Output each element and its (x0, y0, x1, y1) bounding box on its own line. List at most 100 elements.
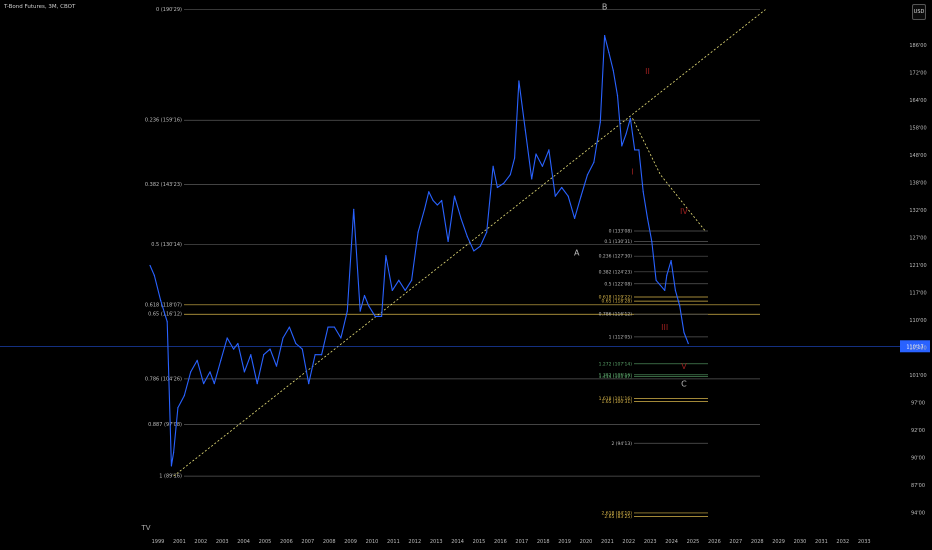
y-tick-label: 148'00 (909, 153, 926, 159)
price-point (385, 255, 387, 257)
price-point (404, 289, 406, 291)
x-tick-label: 2021 (601, 539, 614, 545)
wave-label-IV: IV (680, 207, 688, 216)
x-tick-label: 2030 (794, 539, 807, 545)
x-tick-label: 2031 (815, 539, 828, 545)
price-point (428, 191, 430, 193)
price-point (513, 157, 516, 159)
x-tick-label: 2023 (644, 539, 657, 545)
y-tick-label: 138'00 (909, 181, 926, 187)
x-tick-label: 2032 (836, 539, 849, 545)
fib-left-label: 0.5 (130'14) (151, 242, 182, 248)
price-point (314, 354, 316, 356)
price-point (237, 342, 239, 345)
price-point (190, 371, 192, 373)
y-tick-label: 186'00 (909, 43, 926, 49)
price-point (642, 191, 644, 193)
price-point (203, 383, 205, 385)
price-point (646, 217, 649, 219)
x-tick-label: 2003 (216, 539, 229, 545)
fib-right-label: 0.1 (130'31) (604, 239, 632, 245)
price-point (233, 348, 235, 350)
price-point (432, 199, 434, 202)
price-point (612, 69, 614, 71)
fib-right-label: 0.382 (124'23) (599, 269, 633, 275)
price-point (183, 394, 185, 397)
x-tick-label: 2011 (387, 539, 400, 545)
fib-left-label: 1 (89'16) (159, 474, 182, 480)
x-tick-label: 2033 (858, 539, 871, 545)
price-point (683, 331, 685, 334)
price-point (423, 208, 426, 210)
y-tick-label: 105'00 (909, 346, 926, 352)
y-tick-label: 90'00 (911, 456, 925, 462)
price-point (541, 165, 544, 167)
price-point (226, 337, 228, 339)
price-point (453, 195, 456, 197)
wave-label-III: III (661, 323, 668, 332)
price-point (496, 186, 499, 189)
fib-left-label: 0.887 (97'08) (148, 422, 182, 428)
price-point (196, 359, 198, 361)
price-point (486, 231, 488, 233)
y-tick-label: 117'00 (909, 291, 926, 297)
fib-right-label: 0.5 (122'08) (604, 281, 632, 287)
current-price-label: 110'17 (906, 344, 923, 350)
price-point (593, 161, 595, 163)
price-point (359, 310, 361, 312)
x-tick-label: 2009 (344, 539, 357, 545)
price-point (275, 365, 278, 367)
y-tick-label: 87'00 (911, 483, 925, 489)
price-point (269, 348, 271, 350)
price-point (503, 182, 505, 184)
price-point (518, 80, 520, 82)
price-series (149, 35, 689, 467)
price-point (149, 264, 151, 267)
x-tick-label: 2027 (729, 539, 742, 545)
price-point (492, 165, 494, 167)
price-point (213, 383, 215, 385)
price-point (674, 289, 677, 291)
price-point (479, 245, 481, 247)
fib-right-label: 0.786 (116'12) (599, 312, 633, 318)
x-tick-label: 2019 (558, 539, 571, 545)
price-point (447, 240, 449, 243)
price-point (243, 371, 245, 373)
price-point (153, 274, 155, 276)
x-tick-label: 2001 (173, 539, 186, 545)
fib-right-label: 1.382 (105'16) (599, 372, 633, 378)
unit-button[interactable]: USD (912, 4, 926, 20)
x-tick-label: 2017 (515, 539, 528, 545)
x-tick-label: 2015 (473, 539, 486, 545)
price-point (346, 310, 348, 312)
x-tick-label: 2007 (301, 539, 314, 545)
fib-left-label: 0.618 (118'07) (145, 302, 182, 308)
price-point (417, 231, 419, 233)
price-point (166, 321, 168, 323)
fib-left-label: 0 (190'29) (156, 7, 182, 13)
fib-right-label: 1.65 (100'31) (601, 399, 632, 405)
price-point (580, 195, 582, 197)
wave-label-A: A (574, 249, 580, 258)
price-point (441, 199, 443, 202)
x-tick-label: 2012 (408, 539, 421, 545)
fib-left-label: 0.236 (159'16) (145, 118, 182, 124)
fib-right-label: 1 (112'05) (609, 334, 633, 340)
price-point (554, 195, 556, 197)
price-point (604, 34, 606, 37)
wave-label-II: II (645, 67, 650, 76)
price-point (411, 279, 413, 281)
price-point (687, 342, 689, 345)
price-point (531, 178, 533, 180)
price-point (679, 305, 681, 307)
price-point (333, 326, 336, 328)
price-point (172, 451, 175, 454)
x-tick-label: 2013 (430, 539, 443, 545)
wave-label-I: I (631, 168, 633, 177)
x-tick-label: 2010 (366, 539, 379, 545)
price-point (177, 407, 179, 409)
x-tick-label: 2002 (194, 539, 207, 545)
y-tick-label: 101'00 (909, 373, 926, 379)
price-point (616, 95, 619, 97)
price-point (368, 305, 370, 307)
